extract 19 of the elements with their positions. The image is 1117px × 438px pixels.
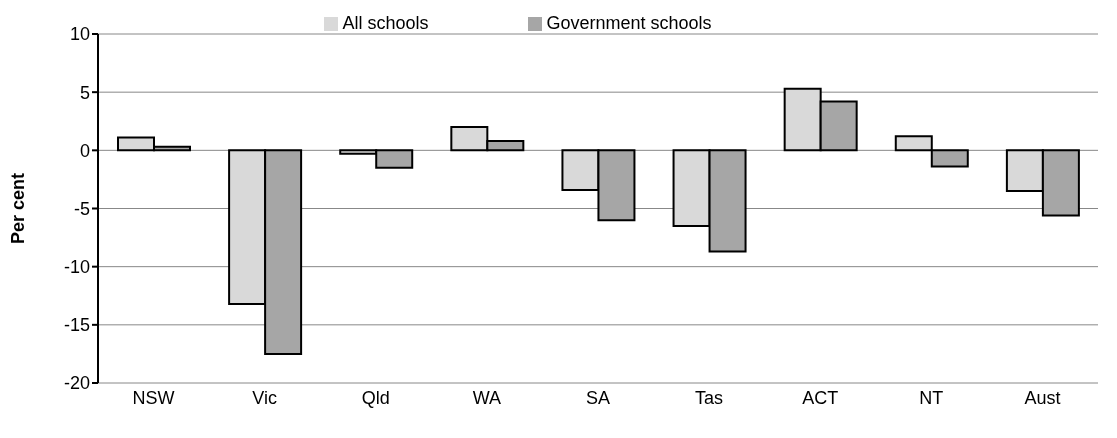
y-tick-label: -10 <box>63 257 90 278</box>
y-tick-label: -20 <box>63 373 90 394</box>
legend-label: Government schools <box>546 13 712 33</box>
y-tick-label: 10 <box>69 24 90 45</box>
x-tick-label: NSW <box>132 387 175 408</box>
x-tick-label: Vic <box>252 387 278 408</box>
x-tick-label: Qld <box>361 387 390 408</box>
y-axis-title: Per cent <box>8 172 29 245</box>
y-tick-label: -15 <box>63 315 90 336</box>
x-tick-label: NT <box>919 387 944 408</box>
y-tick-label: -5 <box>73 198 90 219</box>
x-tick-label: Tas <box>695 387 724 408</box>
x-tick-label: ACT <box>802 387 839 408</box>
x-tick-label: Aust <box>1024 387 1061 408</box>
x-tick-label: SA <box>585 387 611 408</box>
y-tick-label: 5 <box>79 82 90 103</box>
legend-label: All schools <box>342 13 429 33</box>
y-tick-label: 0 <box>79 140 90 161</box>
x-tick-label: WA <box>472 387 502 408</box>
